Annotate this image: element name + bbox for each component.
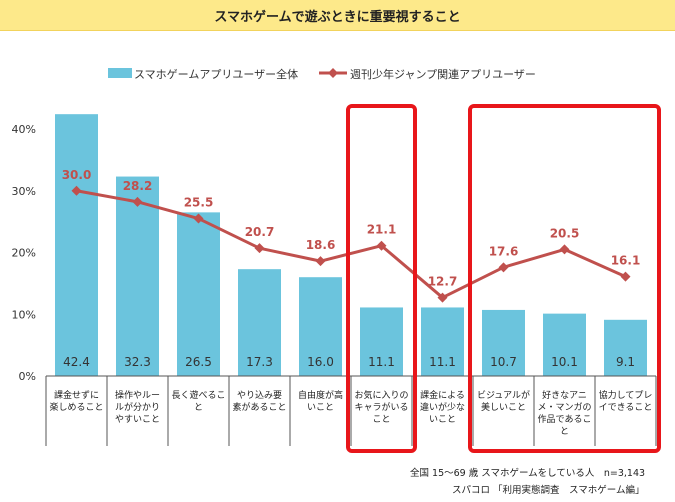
y-tick-label: 0% xyxy=(19,370,36,383)
category-label: 長く遊べるこ xyxy=(171,389,225,401)
category-label: ビジュアルが xyxy=(477,389,530,401)
category-label: 課金せずに xyxy=(54,389,99,401)
bar xyxy=(299,277,342,376)
line-marker xyxy=(71,185,82,196)
bar xyxy=(238,269,281,376)
y-tick-label: 30% xyxy=(12,185,36,198)
category-label: お気に入りの xyxy=(354,389,408,401)
legend-line-marker xyxy=(328,68,338,78)
sample-note: 全国 15〜69 歳 スマホゲームをしている人 n=3,143 xyxy=(410,468,646,479)
category-label: 作品であるこ xyxy=(538,413,592,425)
line-value-label: 12.7 xyxy=(428,275,458,289)
line-marker xyxy=(254,243,265,254)
line-value-label: 20.7 xyxy=(245,225,275,239)
line-value-label: 16.1 xyxy=(611,254,641,268)
bar xyxy=(177,212,220,376)
y-tick-label: 10% xyxy=(12,308,36,321)
category-label: 素があること xyxy=(232,401,286,413)
category-label: 課金による xyxy=(420,389,465,401)
bar xyxy=(604,319,647,376)
line-marker xyxy=(559,244,570,255)
highlight-box xyxy=(346,104,417,453)
bar-value-label: 42.4 xyxy=(63,355,90,369)
category-label: ルが分かり xyxy=(115,401,160,413)
line-value-label: 18.6 xyxy=(306,238,336,252)
bar-value-label: 11.1 xyxy=(429,355,456,369)
bar xyxy=(543,313,586,376)
category-label: 自由度が高 xyxy=(298,389,343,401)
line-series xyxy=(76,189,627,300)
category-label: 好きなアニ xyxy=(542,389,587,401)
category-label: こと xyxy=(372,414,390,425)
bar-value-label: 17.3 xyxy=(246,355,273,369)
category-label: 美しいこと xyxy=(481,401,526,413)
category-label: いこと xyxy=(307,402,334,413)
category-label: 楽しめること xyxy=(49,401,103,413)
legend-line-label: 週刊少年ジャンプ関連アプリユーザー xyxy=(350,67,536,81)
category-label: と xyxy=(194,402,203,413)
bar xyxy=(55,114,98,377)
bar xyxy=(482,309,525,376)
legend-bar-swatch xyxy=(108,68,132,78)
line-marker xyxy=(620,271,631,282)
bar-value-label: 10.1 xyxy=(551,355,578,369)
category-label: メ・マンガの xyxy=(537,402,591,413)
bar-value-label: 11.1 xyxy=(368,355,395,369)
line-value-label: 25.5 xyxy=(184,196,214,210)
line-value-label: 28.2 xyxy=(123,179,153,193)
line-value-label: 17.6 xyxy=(489,244,519,258)
line-marker xyxy=(498,262,509,273)
highlight-box xyxy=(468,104,661,453)
legend-bar-label: スマホゲームアプリユーザー全体 xyxy=(134,67,298,81)
category-label: 協力してプレ xyxy=(599,389,653,401)
bar-value-label: 16.0 xyxy=(307,355,334,369)
chart-title: スマホゲームで遊ぶときに重要視すること xyxy=(214,10,461,25)
category-label: イできること xyxy=(599,402,653,413)
category-label: と xyxy=(560,426,569,437)
bar-value-label: 26.5 xyxy=(185,355,212,369)
category-label: やり込み要 xyxy=(237,390,282,401)
line-marker xyxy=(132,196,143,207)
y-tick-label: 20% xyxy=(12,247,36,260)
line-marker xyxy=(315,256,326,267)
category-label: いこと xyxy=(429,414,456,425)
line-value-label: 20.5 xyxy=(550,226,580,240)
line-value-label: 21.1 xyxy=(367,223,397,237)
bar-value-label: 10.7 xyxy=(490,355,517,369)
bar xyxy=(360,307,403,376)
bar xyxy=(116,176,159,376)
bar-value-label: 9.1 xyxy=(616,355,635,369)
bar xyxy=(421,307,464,376)
category-label: 操作やルー xyxy=(115,389,160,401)
category-label: 違いが少な xyxy=(420,401,465,413)
line-value-label: 30.0 xyxy=(62,168,92,182)
y-tick-label: 40% xyxy=(12,123,36,136)
category-label: やすいこと xyxy=(115,414,160,425)
title-banner: スマホゲームで遊ぶときに重要視すること xyxy=(0,0,675,31)
bar-value-label: 32.3 xyxy=(124,355,151,369)
category-label: キャラがいる xyxy=(354,401,408,413)
line-marker xyxy=(437,292,448,303)
source-note: スパコロ 「利用実態調査 スマホゲーム編」 xyxy=(452,485,645,496)
line-marker xyxy=(193,213,204,224)
line-marker xyxy=(376,240,387,251)
